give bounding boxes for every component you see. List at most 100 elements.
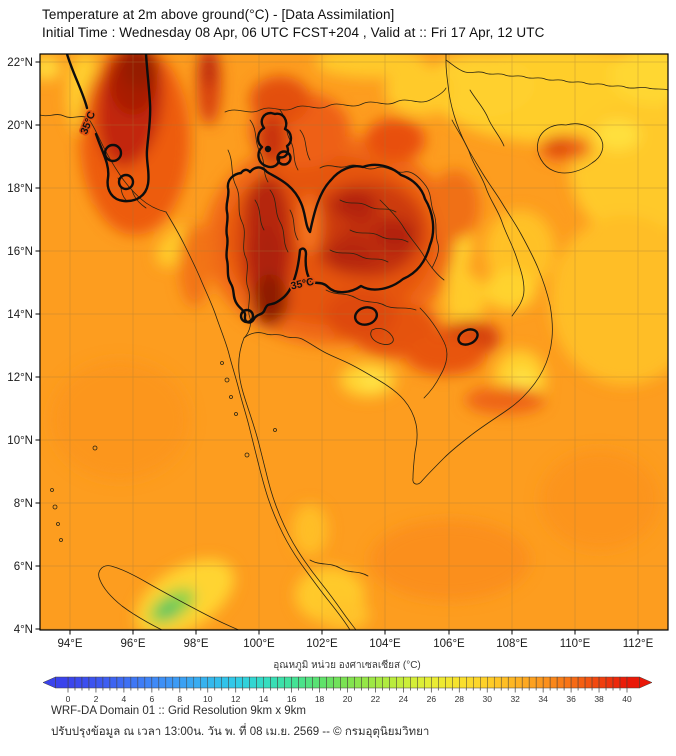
lon-label: 106°E (433, 638, 465, 650)
colorbar-segment (235, 676, 243, 689)
colorbar-segment (144, 676, 153, 689)
colorbar-tick-label: 14 (259, 694, 269, 704)
colorbar-segment (424, 676, 432, 689)
colorbar-segment (249, 676, 257, 689)
colorbar-segment (221, 676, 229, 689)
colorbar-segment (298, 676, 306, 689)
footer-update-info: ปรับปรุงข้อมูล ณ เวลา 13:00น. วัน พ. ที่… (51, 726, 430, 738)
colorbar-segment (165, 676, 174, 689)
colorbar-segment (123, 676, 132, 689)
colorbar-segment (256, 676, 264, 689)
colorbar-segment (214, 676, 222, 689)
colorbar-tick-label: 4 (122, 694, 127, 704)
chart-subtitle: Initial Time : Wednesday 08 Apr, 06 UTC … (42, 25, 545, 40)
chart-title: Temperature at 2m above ground(°C) - [Da… (42, 7, 395, 22)
colorbar-segment (528, 676, 537, 689)
lon-label: 102°E (306, 638, 338, 650)
colorbar-tick-label: 2 (94, 694, 99, 704)
colorbar-tick-label: 16 (287, 694, 297, 704)
lon-label: 108°E (496, 638, 528, 650)
colorbar-segment (242, 676, 250, 689)
colorbar-segment (556, 676, 565, 689)
colorbar-segment (584, 676, 593, 689)
map-frame (39, 53, 669, 631)
colorbar-segment (270, 676, 278, 689)
colorbar-segment (291, 676, 299, 689)
colorbar-segment (340, 676, 348, 689)
colorbar-segment (130, 676, 139, 689)
colorbar-tick-label: 18 (315, 694, 325, 704)
colorbar-segment (507, 676, 516, 689)
latitude-axis-labels: 22°N 20°N 18°N 16°N 14°N 12°N 10°N 8°N 6°N 4°N (7, 57, 33, 636)
colorbar-segment (570, 676, 579, 689)
colorbar-segment (172, 676, 181, 689)
graticule (40, 54, 668, 630)
colorbar-segment (95, 676, 104, 689)
colorbar-segment (452, 676, 460, 689)
colorbar-segment (347, 676, 355, 689)
colorbar-segment (326, 676, 334, 689)
colorbar-segment (445, 676, 453, 689)
colorbar-segment (333, 676, 341, 689)
colorbar-tick-label: 30 (483, 694, 493, 704)
colorbar-segment (74, 676, 83, 689)
colorbar-tick-label: 36 (566, 694, 576, 704)
colorbar-segment (151, 676, 160, 689)
colorbar-segment (619, 676, 628, 689)
colorbar-segment (81, 676, 90, 689)
colorbar-segment (305, 676, 313, 689)
colorbar-segment (109, 676, 118, 689)
colorbar: 0 2 4 6 8 10 12 14 16 18 20 22 24 26 28 30 32 34 36 38 40 (42, 676, 653, 704)
lon-label: 104°E (369, 638, 401, 650)
colorbar-segment (396, 676, 404, 689)
lon-label: 100°E (243, 638, 275, 650)
colorbar-segment (200, 676, 208, 689)
colorbar-segment (473, 676, 481, 689)
contour-35c (65, 54, 479, 346)
colorbar-segment (598, 676, 607, 689)
colorbar-segment (354, 676, 362, 689)
colorbar-segment (312, 676, 320, 689)
colorbar-segment (102, 676, 111, 689)
colorbar-left-arrow (42, 676, 56, 689)
colorbar-segment (410, 676, 418, 689)
colorbar-segment (487, 676, 495, 689)
colorbar-tick-label: 20 (343, 694, 353, 704)
axis-ticks (35, 61, 639, 635)
colorbar-segment (459, 676, 467, 689)
lat-label: 20°N (7, 120, 33, 132)
colorbar-segment (493, 676, 502, 689)
lat-label: 16°N (7, 246, 33, 258)
colorbar-segment (431, 676, 439, 689)
colorbar-segment (466, 676, 474, 689)
colorbar-segment (605, 676, 614, 689)
colorbar-segment (193, 676, 202, 689)
lat-label: 4°N (14, 624, 33, 636)
colorbar-segment (417, 676, 425, 689)
colorbar-segment (389, 676, 397, 689)
lat-label: 22°N (7, 57, 33, 69)
lon-label: 96°E (120, 638, 145, 650)
colorbar-tick-label: 32 (510, 694, 520, 704)
colorbar-tick-label: 28 (455, 694, 465, 704)
colorbar-segment (521, 676, 530, 689)
colorbar-segment (577, 676, 586, 689)
map-field: 35°C 35°C (40, 54, 668, 630)
colorbar-segment (179, 676, 188, 689)
colorbar-segment (542, 676, 551, 689)
colorbar-segment (549, 676, 558, 689)
colorbar-tick-label: 6 (149, 694, 154, 704)
colorbar-tick-label: 12 (231, 694, 241, 704)
colorbar-segment (284, 676, 292, 689)
lon-label: 98°E (183, 638, 208, 650)
colorbar-tick-label: 24 (399, 694, 409, 704)
lon-label: 110°E (560, 638, 591, 650)
colorbar-segment (361, 676, 369, 689)
colorbar-segment (382, 676, 390, 689)
colorbar-segment (186, 676, 195, 689)
colorbar-segment (403, 676, 411, 689)
colorbar-segment (137, 676, 146, 689)
colorbar-segment (116, 676, 125, 689)
colorbar-segment (67, 676, 76, 689)
